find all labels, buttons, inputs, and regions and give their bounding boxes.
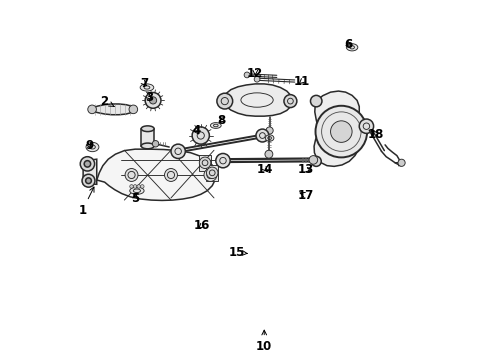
Circle shape	[140, 185, 144, 188]
Ellipse shape	[210, 123, 221, 129]
Circle shape	[330, 121, 351, 142]
Text: 7: 7	[140, 77, 148, 90]
Text: 17: 17	[297, 189, 313, 202]
Circle shape	[359, 119, 373, 134]
Polygon shape	[83, 159, 97, 184]
Circle shape	[217, 93, 232, 109]
Circle shape	[152, 140, 159, 147]
Circle shape	[85, 178, 91, 184]
Circle shape	[133, 185, 137, 188]
Text: 9: 9	[85, 139, 94, 152]
Circle shape	[215, 153, 230, 168]
Polygon shape	[141, 129, 154, 146]
Circle shape	[255, 129, 268, 142]
Circle shape	[254, 76, 260, 82]
Ellipse shape	[346, 44, 357, 51]
Text: 2: 2	[101, 95, 114, 108]
Text: 15: 15	[228, 246, 247, 259]
Text: 10: 10	[256, 330, 272, 353]
Text: 13: 13	[297, 163, 313, 176]
Circle shape	[308, 156, 317, 164]
Text: 14: 14	[257, 163, 273, 176]
Circle shape	[145, 93, 161, 108]
Circle shape	[244, 72, 249, 78]
Polygon shape	[199, 155, 210, 171]
Ellipse shape	[265, 135, 273, 141]
Circle shape	[192, 127, 209, 144]
Circle shape	[137, 185, 140, 188]
Circle shape	[149, 97, 156, 104]
Ellipse shape	[141, 126, 154, 132]
Circle shape	[125, 168, 138, 181]
Circle shape	[203, 168, 217, 181]
Circle shape	[129, 185, 133, 188]
Ellipse shape	[86, 142, 99, 152]
Text: 1: 1	[78, 187, 94, 217]
Text: 11: 11	[293, 75, 309, 88]
Circle shape	[397, 159, 405, 166]
Circle shape	[80, 157, 94, 171]
Ellipse shape	[140, 84, 153, 91]
Circle shape	[284, 95, 296, 108]
Circle shape	[129, 105, 137, 114]
Circle shape	[310, 95, 321, 107]
Circle shape	[310, 156, 321, 166]
Text: 6: 6	[344, 38, 352, 51]
Ellipse shape	[141, 143, 154, 149]
Ellipse shape	[129, 187, 144, 194]
Circle shape	[199, 157, 210, 168]
Circle shape	[264, 150, 272, 158]
Circle shape	[206, 167, 218, 179]
Circle shape	[84, 161, 90, 167]
Polygon shape	[89, 104, 135, 115]
Text: 18: 18	[366, 127, 383, 141]
Text: 16: 16	[193, 219, 209, 233]
Polygon shape	[97, 149, 215, 201]
Polygon shape	[313, 91, 362, 166]
Polygon shape	[206, 165, 218, 181]
Text: 5: 5	[131, 192, 139, 205]
Text: 12: 12	[246, 67, 263, 80]
Circle shape	[88, 105, 96, 114]
Polygon shape	[221, 84, 292, 116]
Circle shape	[164, 168, 177, 181]
Text: 4: 4	[192, 124, 200, 137]
Text: 8: 8	[217, 114, 225, 127]
Text: 3: 3	[145, 91, 153, 104]
Circle shape	[315, 106, 366, 157]
Circle shape	[265, 127, 273, 134]
Circle shape	[82, 174, 95, 187]
Circle shape	[171, 144, 185, 158]
